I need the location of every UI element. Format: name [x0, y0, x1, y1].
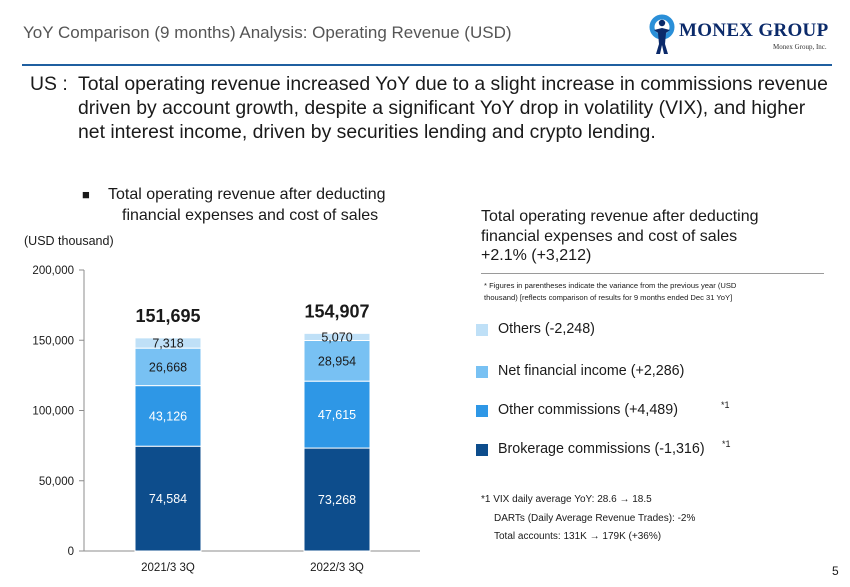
y-tick-label: 0: [68, 546, 74, 558]
footnote-line3: Total accounts: 131K → 179K (+36%): [494, 531, 662, 542]
data-label: 43,126: [149, 409, 187, 423]
legend-label: Other commissions (+4,489): [498, 402, 678, 418]
unit-label: (USD thousand): [24, 234, 114, 248]
variance-note: * Figures in parentheses indicate the va…: [484, 280, 829, 303]
data-label: 7,318: [152, 337, 183, 351]
y-tick-label: 100,000: [32, 406, 74, 418]
monex-logo: MONEX GROUP Monex Group, Inc.: [645, 14, 835, 56]
chart-heading: ■ Total operating revenue after deductin…: [82, 184, 426, 226]
growth-summary-change: +2.1% (+3,212): [481, 247, 592, 264]
data-label: 74,584: [149, 492, 187, 506]
summary-prefix: US :: [30, 73, 68, 95]
x-tick-label: 2022/3 3Q: [310, 562, 364, 574]
data-label: 73,268: [318, 493, 356, 507]
total-label: 154,907: [304, 301, 369, 321]
growth-summary-line2: financial expenses and cost of sales: [481, 227, 738, 245]
total-label: 151,695: [135, 306, 200, 326]
legend-footnote-ref: *1: [722, 439, 731, 449]
logo-text: MONEX GROUP: [679, 20, 829, 41]
bar-segment: [303, 380, 371, 449]
legend-swatch: [476, 444, 488, 456]
x-tick-label: 2021/3 3Q: [141, 562, 195, 574]
chart-heading-line2: financial expenses and cost of sales: [122, 207, 379, 224]
bar-segment: [303, 332, 371, 341]
legend-footnote-ref: *1: [721, 400, 730, 410]
logo-subtext: Monex Group, Inc.: [773, 43, 827, 51]
legend-label: Others (-2,248): [498, 321, 595, 337]
stacked-bar-chart: 0 50,000 100,000 150,000 200,000 74,584 43,126…: [32, 265, 420, 574]
chart-heading-line1: Total operating revenue after deducting: [108, 186, 386, 203]
y-tick-label: 200,000: [32, 265, 74, 277]
bar-segment: [134, 347, 202, 387]
variance-note-line2: thousand) [reflects comparison of result…: [484, 292, 733, 302]
variance-note-line1: * Figures in parentheses indicate the va…: [484, 281, 737, 290]
growth-summary-line1: Total operating revenue after deducting: [481, 208, 759, 225]
growth-summary-divider: [481, 273, 824, 274]
footnote-line2: DARTs (Daily Average Revenue Trades): -2…: [494, 512, 696, 524]
logo-figure-icon: [649, 14, 675, 54]
y-tick-label: 150,000: [32, 335, 74, 347]
header-divider: [22, 64, 832, 66]
legend-swatch: [476, 324, 488, 336]
legend-label: Net financial income (+2,286): [498, 363, 685, 379]
legend-swatch: [476, 405, 488, 417]
y-tick-label: 50,000: [39, 476, 74, 488]
bar-segment: [134, 337, 202, 349]
footnote-line1: *1 VIX daily average YoY: 28.6 → 18.5: [481, 494, 652, 505]
legend-label: Brokerage commissions (-1,316): [498, 441, 705, 457]
data-label: 26,668: [149, 360, 187, 374]
page-number: 5: [832, 564, 839, 578]
growth-summary: Total operating revenue after deducting …: [481, 207, 811, 266]
summary-text: Total operating revenue increased YoY du…: [78, 73, 828, 143]
page-title: YoY Comparison (9 months) Analysis: Oper…: [23, 23, 512, 42]
bullet-square-icon: ■: [82, 187, 90, 202]
data-label: 28,954: [318, 354, 356, 368]
legend-swatch: [476, 366, 488, 378]
data-label: 47,615: [318, 408, 356, 422]
footnote: *1 VIX daily average YoY: 28.6 → 18.5 DA…: [481, 491, 695, 547]
data-label: 5,070: [321, 330, 352, 344]
